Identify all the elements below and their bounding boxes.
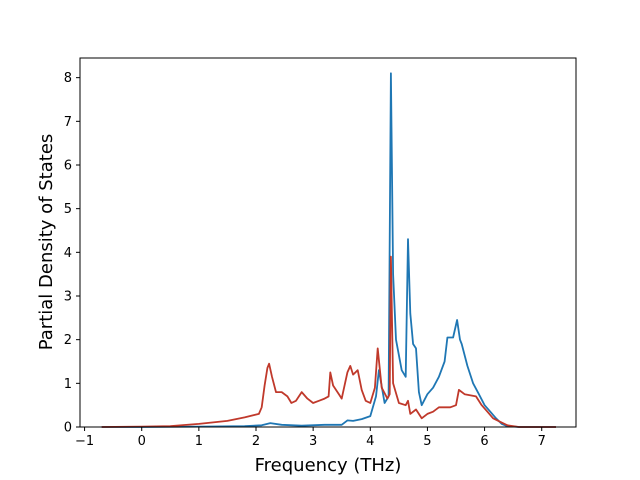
y-tick-label: 3 (64, 289, 72, 304)
x-tick-label: 7 (538, 434, 546, 449)
y-tick-label: 8 (64, 71, 72, 86)
y-tick-label: 6 (64, 158, 72, 173)
x-tick-label: 3 (309, 434, 317, 449)
series-line-2 (101, 255, 556, 428)
y-tick-label: 1 (64, 377, 72, 392)
y-axis-ticks: 0 1 2 3 4 5 6 7 8 (64, 71, 80, 436)
y-tick-label: 5 (64, 202, 72, 217)
x-tick-label: 5 (423, 434, 431, 449)
x-tick-label: 0 (138, 434, 146, 449)
x-tick-label: 2 (252, 434, 260, 449)
x-tick-label: 1 (195, 434, 203, 449)
x-axis-ticks: −1 0 1 2 3 4 5 6 7 (75, 427, 546, 449)
x-tick-label: −1 (75, 434, 94, 449)
series-line-1 (101, 72, 556, 428)
plot-frame (79, 57, 577, 428)
y-tick-label: 2 (64, 333, 72, 348)
y-axis-label: Partial Density of States (36, 134, 57, 351)
x-tick-label: 6 (480, 434, 488, 449)
y-tick-label: 7 (64, 115, 72, 130)
y-tick-label: 0 (64, 421, 72, 436)
y-tick-label: 4 (64, 246, 72, 261)
series-lines (101, 72, 556, 428)
x-tick-label: 4 (366, 434, 374, 449)
x-axis-label: Frequency (THz) (255, 455, 402, 476)
